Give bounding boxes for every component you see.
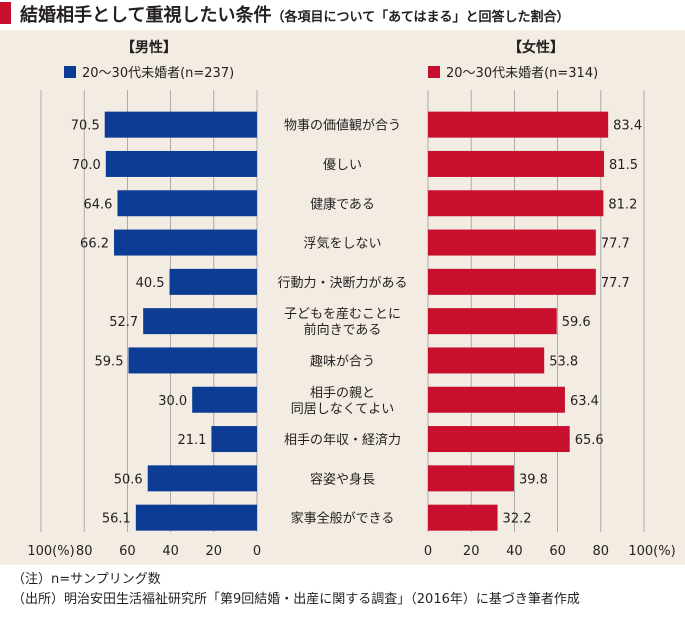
male-value-label: 66.2: [80, 237, 109, 252]
male-tick-label: 20: [206, 544, 223, 559]
male-bar: [117, 190, 258, 217]
female-value-label: 63.4: [570, 394, 599, 409]
male-legend-label: 20〜30代未婚者(n=237): [82, 66, 234, 81]
female-tick-label: 40: [506, 544, 523, 559]
male-value-label: 21.1: [177, 433, 206, 448]
female-value-label: 83.4: [613, 119, 642, 134]
male-bar: [147, 465, 257, 492]
male-value-label: 52.7: [109, 315, 138, 330]
female-bar: [428, 426, 570, 453]
male-value-label: 30.0: [158, 394, 187, 409]
male-value-label: 59.5: [95, 354, 124, 369]
female-value-label: 53.8: [549, 354, 578, 369]
female-value-label: 32.2: [503, 512, 532, 527]
female-bar: [428, 386, 565, 413]
male-bar: [114, 229, 258, 256]
category-label: 物事の価値観が合う: [284, 118, 401, 134]
male-value-label: 64.6: [84, 197, 113, 212]
chart-panel: 【男性】 【女性】 20〜30代未婚者(n=237) 20〜30代未婚者(n=314)…: [0, 30, 685, 565]
title-accent-bar: [0, 2, 11, 24]
female-value-label: 39.8: [519, 472, 548, 487]
female-value-label: 77.7: [601, 276, 630, 291]
female-tick-label: 0: [424, 544, 432, 559]
male-value-label: 40.5: [136, 276, 165, 291]
female-value-label: 81.2: [608, 197, 637, 212]
category-label-line2: 同居しなくてよい: [291, 402, 395, 417]
male-bar: [192, 386, 257, 413]
female-bar: [428, 308, 557, 335]
source-note: （出所）明治安田生活福祉研究所「第9回結婚・出産に関する調査」（2016年）に基…: [12, 592, 580, 607]
female-bar: [428, 504, 498, 531]
chart-header: 結婚相手として重視したい条件（各項目について「あてはまる」と回答した割合）: [0, 0, 685, 28]
female-bar: [428, 229, 596, 256]
category-label: 優しい: [323, 158, 362, 173]
female-bar: [428, 190, 604, 217]
female-bar: [428, 150, 605, 177]
male-value-label: 70.0: [72, 158, 101, 173]
female-value-label: 81.5: [609, 158, 638, 173]
chart-notes: （注）n=サンプリング数 （出所）明治安田生活福祉研究所「第9回結婚・出産に関す…: [12, 570, 580, 610]
category-label: 浮気をしない: [303, 236, 381, 252]
male-group-label: 【男性】: [121, 39, 177, 56]
male-tick-label: 0: [253, 544, 261, 559]
female-value-label: 65.6: [575, 433, 604, 448]
category-label: 健康である: [310, 196, 375, 212]
male-bar: [105, 150, 257, 177]
category-label: 趣味が合う: [310, 354, 375, 369]
female-tick-label: 20: [463, 544, 480, 559]
category-label: 家事全般ができる: [291, 511, 395, 527]
category-label: 行動力・決断力がある: [277, 276, 407, 291]
male-tick-label: 60: [119, 544, 136, 559]
female-bar: [428, 268, 596, 295]
male-bar: [128, 347, 257, 374]
butterfly-bar-chart: 【男性】 【女性】 20〜30代未婚者(n=237) 20〜30代未婚者(n=314)…: [27, 39, 675, 559]
male-bar: [104, 111, 257, 138]
category-label-line1: 相手の親と: [310, 386, 375, 401]
male-bar: [143, 308, 257, 335]
female-tick-label: 100(%): [628, 544, 675, 559]
female-legend-swatch: [428, 66, 440, 78]
male-value-label: 70.5: [71, 119, 100, 134]
female-legend-label: 20〜30代未婚者(n=314): [446, 66, 598, 81]
category-label-line1: 子どもを産むことに: [284, 306, 401, 322]
male-tick-label: 40: [162, 544, 179, 559]
male-legend-swatch: [64, 66, 76, 78]
male-value-label: 56.1: [102, 512, 131, 527]
male-tick-label: 100(%): [27, 544, 74, 559]
female-value-label: 59.6: [562, 315, 591, 330]
female-value-label: 77.7: [601, 237, 630, 252]
chart-title: 結婚相手として重視したい条件: [20, 5, 272, 26]
female-bar: [428, 111, 609, 138]
female-bar: [428, 465, 514, 492]
female-tick-label: 80: [593, 544, 610, 559]
male-value-label: 50.6: [114, 472, 143, 487]
category-label: 相手の年収・経済力: [284, 432, 401, 448]
male-bar: [135, 504, 257, 531]
category-label: 容姿や身長: [310, 471, 375, 487]
male-bar: [169, 268, 257, 295]
male-tick-label: 80: [76, 544, 93, 559]
female-bar: [428, 347, 545, 374]
male-bar: [211, 426, 257, 453]
sample-note: （注）n=サンプリング数: [12, 572, 161, 587]
female-tick-label: 60: [549, 544, 566, 559]
category-label-line2: 前向きである: [304, 322, 382, 338]
chart-subtitle: （各項目について「あてはまる」と回答した割合）: [271, 10, 570, 25]
female-group-label: 【女性】: [508, 39, 564, 56]
